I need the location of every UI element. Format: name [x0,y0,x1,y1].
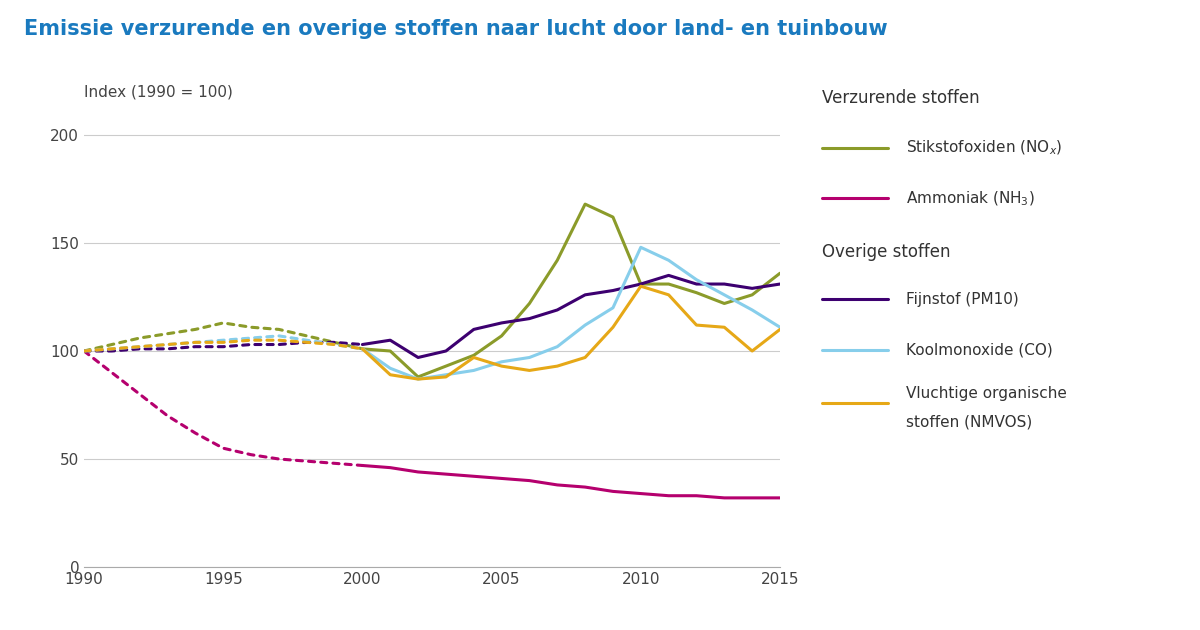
Text: Overige stoffen: Overige stoffen [822,243,950,261]
Text: Stikstofoxiden (NO$_x$): Stikstofoxiden (NO$_x$) [906,139,1062,158]
Text: Vluchtige organische: Vluchtige organische [906,386,1067,401]
Text: stoffen (NMVOS): stoffen (NMVOS) [906,415,1032,430]
Text: Koolmonoxide (CO): Koolmonoxide (CO) [906,342,1052,357]
Text: Fijnstof (PM10): Fijnstof (PM10) [906,292,1019,307]
Text: Emissie verzurende en overige stoffen naar lucht door land- en tuinbouw: Emissie verzurende en overige stoffen na… [24,19,888,39]
Text: Ammoniak (NH$_3$): Ammoniak (NH$_3$) [906,189,1034,208]
Text: Index (1990 = 100): Index (1990 = 100) [84,85,233,100]
Text: Verzurende stoffen: Verzurende stoffen [822,89,979,106]
